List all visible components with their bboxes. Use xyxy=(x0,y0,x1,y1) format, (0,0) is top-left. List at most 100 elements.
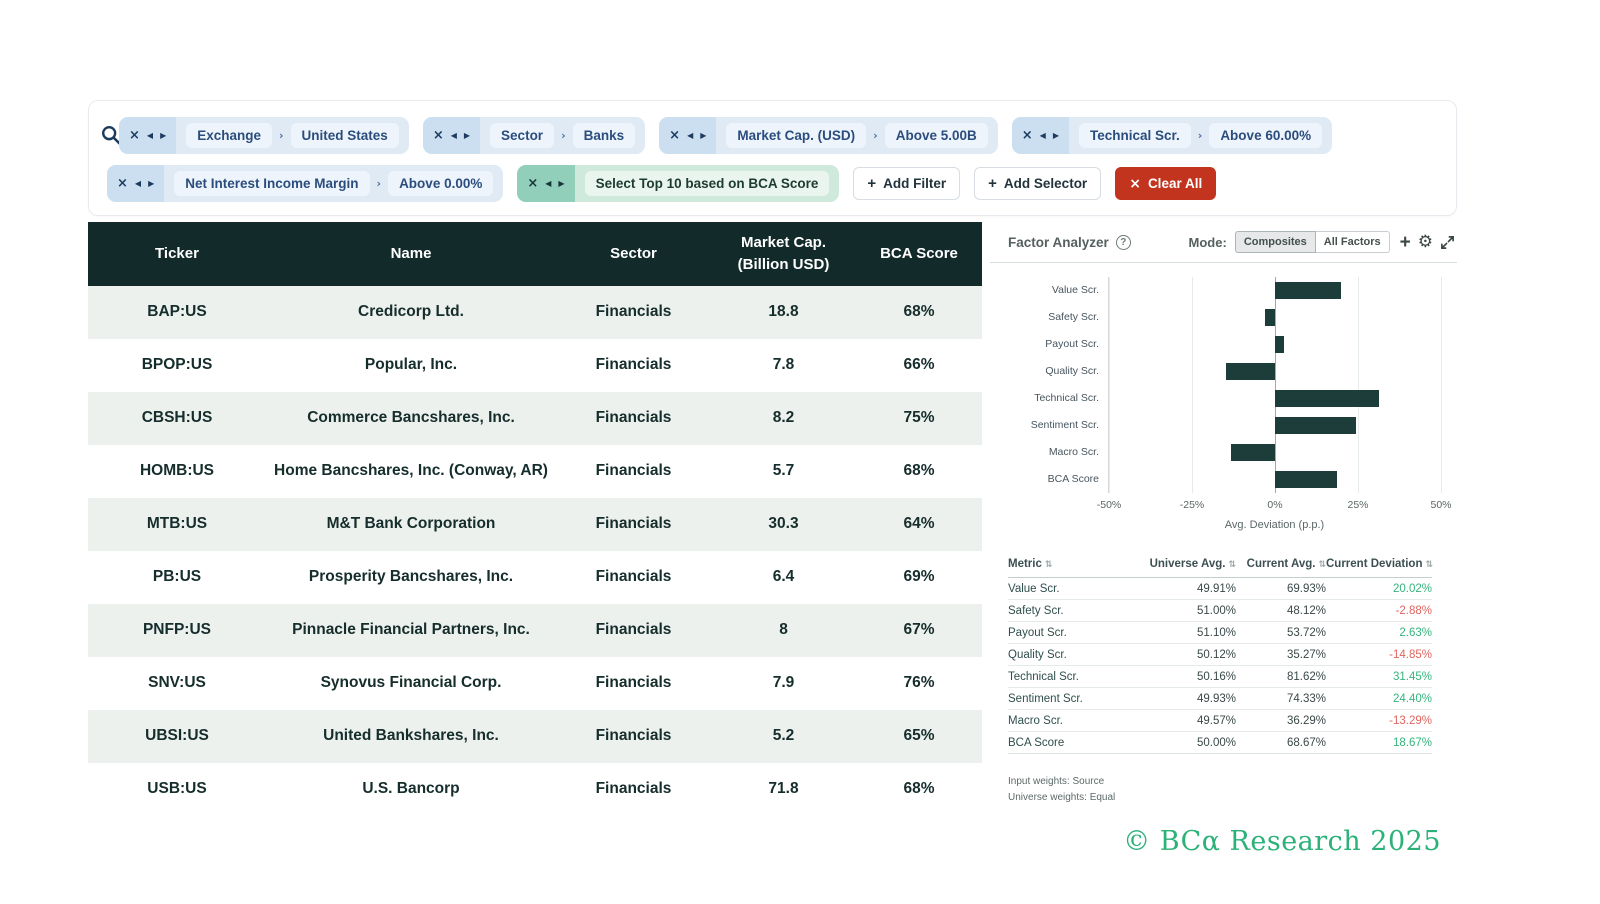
table-row-bpop-us[interactable]: BPOP:US Popular, Inc. Financials 7.8 66% xyxy=(88,339,982,392)
chip-prev-icon[interactable]: ◀ xyxy=(134,178,142,188)
table-row-ubsi-us[interactable]: UBSI:US United Bankshares, Inc. Financials… xyxy=(88,710,982,763)
screener-results-table: Ticker Name Sector Market Cap. (Billion USD… xyxy=(88,222,982,816)
table-row-homb-us[interactable]: HOMB:US Home Bancshares, Inc. (Conway, AR… xyxy=(88,445,982,498)
chip-next-icon[interactable]: ▶ xyxy=(148,178,155,188)
chip-prev-icon[interactable]: ◀ xyxy=(146,130,154,140)
remove-chip-icon[interactable]: × xyxy=(432,128,444,143)
universe-avg-value: 49.93% xyxy=(1196,692,1236,705)
universe-avg-value: 50.16% xyxy=(1196,670,1236,683)
mode-button-composites[interactable]: Composites xyxy=(1234,231,1316,253)
bca-score-cell: 66% xyxy=(903,356,935,374)
chart-plot-area: -50% -25% 0% 25% 50% xyxy=(1097,277,1452,511)
market-cap-cell: 18.8 xyxy=(768,303,799,321)
table-row-pnfp-us[interactable]: PNFP:US Pinnacle Financial Partners, Inc.… xyxy=(88,604,982,657)
metrics-col-header-universe-avg[interactable]: Universe Avg. ⇅ xyxy=(1126,558,1236,570)
chart-label-value-scr: Value Scr. xyxy=(1051,284,1099,296)
footnote-input-weights: Input weights: Source xyxy=(1008,776,1105,787)
chip-field-label[interactable]: Exchange xyxy=(186,123,272,148)
chart-bar-bca-score xyxy=(1275,471,1337,488)
name-cell: U.S. Bancorp xyxy=(362,780,460,798)
chip-prev-icon[interactable]: ◀ xyxy=(450,130,457,140)
chart-label-quality-scr: Quality Scr. xyxy=(1045,365,1099,377)
mode-button-all-factors[interactable]: All Factors xyxy=(1315,231,1390,253)
x-tick-label: 25% xyxy=(1347,499,1369,511)
chip-prev-icon[interactable]: ◀ xyxy=(545,178,552,188)
remove-chip-icon[interactable]: × xyxy=(117,176,128,191)
table-row-usb-us[interactable]: USB:US U.S. Bancorp Financials 71.8 68% xyxy=(88,763,982,816)
chip-body: Technical Scr. › Above 60.00% xyxy=(1069,117,1332,154)
table-row-bap-us[interactable]: BAP:US Credicorp Ltd. Financials 18.8 68% xyxy=(88,286,982,339)
selector-chip-select-top-10-based-on-bca-score[interactable]: × ◀ ▶ Select Top 10 based on BCA Score xyxy=(517,165,840,202)
market-cap-cell: 8.2 xyxy=(772,409,795,427)
bca-score-cell: 75% xyxy=(903,409,935,427)
chevron-right-icon: › xyxy=(279,129,284,142)
add-selector-button[interactable]: + Add Selector xyxy=(974,167,1102,200)
gridline xyxy=(1109,277,1110,493)
chart-category-labels: Value Scr. Safety Scr. Payout Scr. Quality … xyxy=(990,277,1108,493)
metrics-col-header-current-deviation[interactable]: Current Deviation ⇅ xyxy=(1326,558,1433,570)
chip-controls: × ◀ ▶ xyxy=(517,165,575,202)
metrics-col-header-current-avg[interactable]: Current Avg. ⇅ xyxy=(1236,558,1326,570)
table-row-snv-us[interactable]: SNV:US Synovus Financial Corp. Financials 7… xyxy=(88,657,982,710)
add-selector-label: Add Selector xyxy=(1003,176,1088,191)
remove-chip-icon[interactable]: × xyxy=(1021,128,1033,143)
metrics-header-row: Metric ⇅ Universe Avg. ⇅ Current Avg. ⇅ Curren… xyxy=(1008,553,1433,578)
metrics-row-quality-scr: Quality Scr. 50.12% 35.27% -14.85% xyxy=(1008,643,1432,665)
ticker-cell: SNV:US xyxy=(148,674,206,692)
chip-next-icon[interactable]: ▶ xyxy=(463,130,471,140)
filter-chip-exchange[interactable]: × ◀ ▶ Exchange › United States xyxy=(119,117,409,154)
chip-field-label[interactable]: Select Top 10 based on BCA Score xyxy=(584,171,830,196)
chip-next-icon[interactable]: ▶ xyxy=(558,178,565,188)
current-avg-value: 53.72% xyxy=(1286,626,1326,639)
plus-icon: + xyxy=(867,175,877,192)
chip-next-icon[interactable]: ▶ xyxy=(1052,130,1059,140)
chip-value-label[interactable]: Above 60.00% xyxy=(1209,123,1323,148)
filter-chip-row-2: × ◀ ▶ Net Interest Income Margin › Above 0.00… xyxy=(107,165,1217,202)
footnote-universe-weights: Universe weights: Equal xyxy=(1008,791,1116,803)
add-filter-button[interactable]: + Add Filter xyxy=(853,167,961,200)
table-row-mtb-us[interactable]: MTB:US M&T Bank Corporation Financials 30.3… xyxy=(88,498,982,551)
chip-prev-icon[interactable]: ◀ xyxy=(687,130,694,140)
ticker-cell: BAP:US xyxy=(147,303,207,321)
metrics-col-header-metric[interactable]: Metric ⇅ xyxy=(1008,558,1126,570)
remove-chip-icon[interactable]: × xyxy=(129,128,140,143)
remove-chip-icon[interactable]: × xyxy=(669,128,681,143)
chip-field-label[interactable]: Technical Scr. xyxy=(1078,123,1191,148)
remove-chip-icon[interactable]: × xyxy=(527,176,539,191)
chevron-right-icon: › xyxy=(1197,129,1203,142)
chip-value-label[interactable]: Above 0.00% xyxy=(388,171,494,196)
table-row-pb-us[interactable]: PB:US Prosperity Bancshares, Inc. Financia… xyxy=(88,551,982,604)
chart-label-technical-scr: Technical Scr. xyxy=(1034,392,1099,404)
chip-field-label[interactable]: Net Interest Income Margin xyxy=(174,171,370,196)
chip-next-icon[interactable]: ▶ xyxy=(700,130,707,140)
help-icon[interactable]: ? xyxy=(1115,234,1131,250)
filter-chip-net-interest-income-margin[interactable]: × ◀ ▶ Net Interest Income Margin › Above 0.00… xyxy=(107,165,504,202)
chart-bar-safety-scr xyxy=(1265,309,1275,326)
clear-all-button[interactable]: × Clear All xyxy=(1115,167,1217,200)
filter-chip-market-cap-usd[interactable]: × ◀ ▶ Market Cap. (USD) › Above 5.00B xyxy=(659,117,998,154)
chip-next-icon[interactable]: ▶ xyxy=(160,130,167,140)
chip-field-label[interactable]: Market Cap. (USD) xyxy=(726,123,867,148)
chip-value-label[interactable]: Banks xyxy=(572,123,636,148)
name-cell: Commerce Bancshares, Inc. xyxy=(307,409,515,427)
chip-value-label[interactable]: United States xyxy=(290,123,399,148)
expand-icon[interactable] xyxy=(1440,235,1455,250)
filter-chip-sector[interactable]: × ◀ ▶ Sector › Banks xyxy=(422,117,646,154)
table-row-cbsh-us[interactable]: CBSH:US Commerce Bancshares, Inc. Financia… xyxy=(88,392,982,445)
chip-value-label[interactable]: Above 5.00B xyxy=(884,123,988,148)
sector-cell: Financials xyxy=(595,621,672,639)
current-avg-value: 48.12% xyxy=(1286,604,1326,617)
chip-field-label[interactable]: Sector xyxy=(490,123,555,148)
gear-icon[interactable]: ⚙ xyxy=(1417,231,1433,252)
name-cell: M&T Bank Corporation xyxy=(326,515,496,533)
metric-name: Technical Scr. xyxy=(1008,670,1079,683)
current-deviation-value: -14.85% xyxy=(1389,648,1432,661)
bca-score-cell: 68% xyxy=(903,462,935,480)
chip-prev-icon[interactable]: ◀ xyxy=(1039,130,1046,140)
add-icon[interactable]: + xyxy=(1399,231,1411,253)
current-deviation-value: 18.67% xyxy=(1392,736,1432,749)
filter-chip-technical-scr[interactable]: × ◀ ▶ Technical Scr. › Above 60.00% xyxy=(1011,117,1333,154)
x-tick-label: 50% xyxy=(1430,499,1452,511)
search-icon[interactable] xyxy=(100,124,122,146)
sector-cell: Financials xyxy=(595,356,672,374)
